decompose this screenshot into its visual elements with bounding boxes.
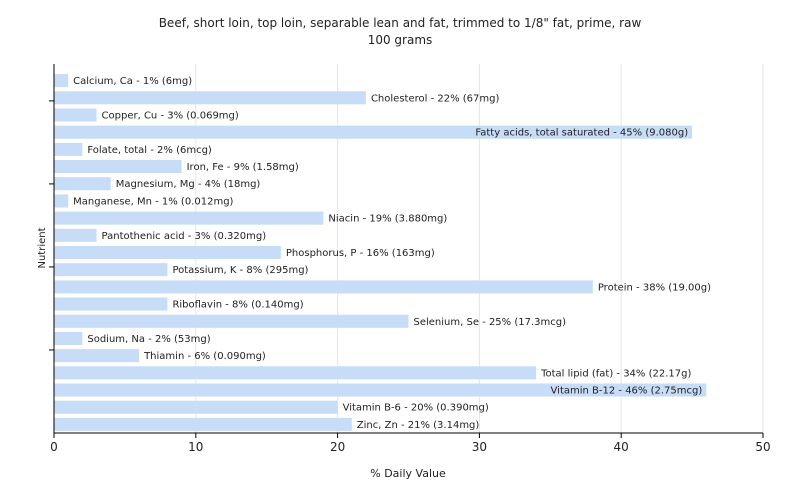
chart-title: Beef, short loin, top loin, separable le…: [159, 16, 642, 30]
bar-label: Calcium, Ca - 1% (6mg): [73, 76, 192, 87]
x-axis-label: % Daily Value: [370, 467, 446, 480]
bar-label: Cholesterol - 22% (67mg): [371, 93, 500, 104]
bar: [54, 228, 97, 242]
bar-label: Protein - 38% (19.00g): [598, 282, 711, 293]
x-tick-label: 30: [472, 440, 487, 454]
bar: [54, 142, 83, 156]
bar: [54, 280, 593, 294]
bar-label: Total lipid (fat) - 34% (22.17g): [540, 368, 691, 379]
bar-label: Potassium, K - 8% (295mg): [172, 265, 308, 276]
bar-label: Copper, Cu - 3% (0.069mg): [102, 110, 239, 121]
bar-label: Phosphorus, P - 16% (163mg): [286, 248, 435, 259]
bar-label: Riboflavin - 8% (0.140mg): [172, 300, 303, 311]
x-tick-label: 50: [755, 440, 770, 454]
x-tick-label: 0: [50, 440, 58, 454]
bar-label: Niacin - 19% (3.880mg): [328, 214, 447, 225]
bars: Calcium, Ca - 1% (6mg) Cholesterol - 22% …: [54, 74, 711, 431]
bar: [54, 194, 69, 208]
bar: [54, 366, 537, 380]
bar: [54, 91, 366, 105]
x-tick-label: 40: [614, 440, 629, 454]
bar: [54, 108, 97, 122]
bar: [54, 349, 140, 363]
y-axis-label: Nutrient: [37, 227, 48, 268]
bar: [54, 331, 83, 345]
bar-label: Thiamin - 6% (0.090mg): [143, 351, 266, 362]
bar: [54, 297, 168, 311]
chart-subtitle: 100 grams: [368, 33, 433, 47]
bar-label: Manganese, Mn - 1% (0.012mg): [73, 196, 233, 207]
bar: [54, 125, 693, 139]
bar: [54, 417, 352, 431]
bar-label: Selenium, Se - 25% (17.3mcg): [414, 317, 567, 328]
bar: [54, 263, 168, 277]
bar: [54, 400, 338, 414]
bar: [54, 383, 707, 397]
bar-label: Sodium, Na - 2% (53mg): [87, 334, 210, 345]
bar-label: Folate, total - 2% (6mcg): [87, 145, 212, 156]
bar-label: Vitamin B-6 - 20% (0.390mg): [343, 403, 489, 414]
bar-label: Fatty acids, total saturated - 45% (9.08…: [475, 128, 688, 139]
bar: [54, 211, 324, 225]
x-tick-label: 20: [330, 440, 345, 454]
bar-label: Pantothenic acid - 3% (0.320mg): [102, 231, 267, 242]
axes: 0 10 20 30 40 50: [49, 64, 771, 454]
bar-label: Iron, Fe - 9% (1.58mg): [187, 162, 299, 173]
bar: [54, 245, 281, 260]
x-tick-label: 10: [188, 440, 203, 454]
bar: [54, 314, 409, 328]
bar: [54, 177, 111, 191]
bar-label: Vitamin B-12 - 46% (2.75mcg): [551, 386, 703, 397]
bar-label: Magnesium, Mg - 4% (18mg): [116, 179, 261, 190]
bar: [54, 160, 182, 174]
bar: [54, 74, 69, 88]
bar-label: Zinc, Zn - 21% (3.14mg): [357, 420, 480, 431]
